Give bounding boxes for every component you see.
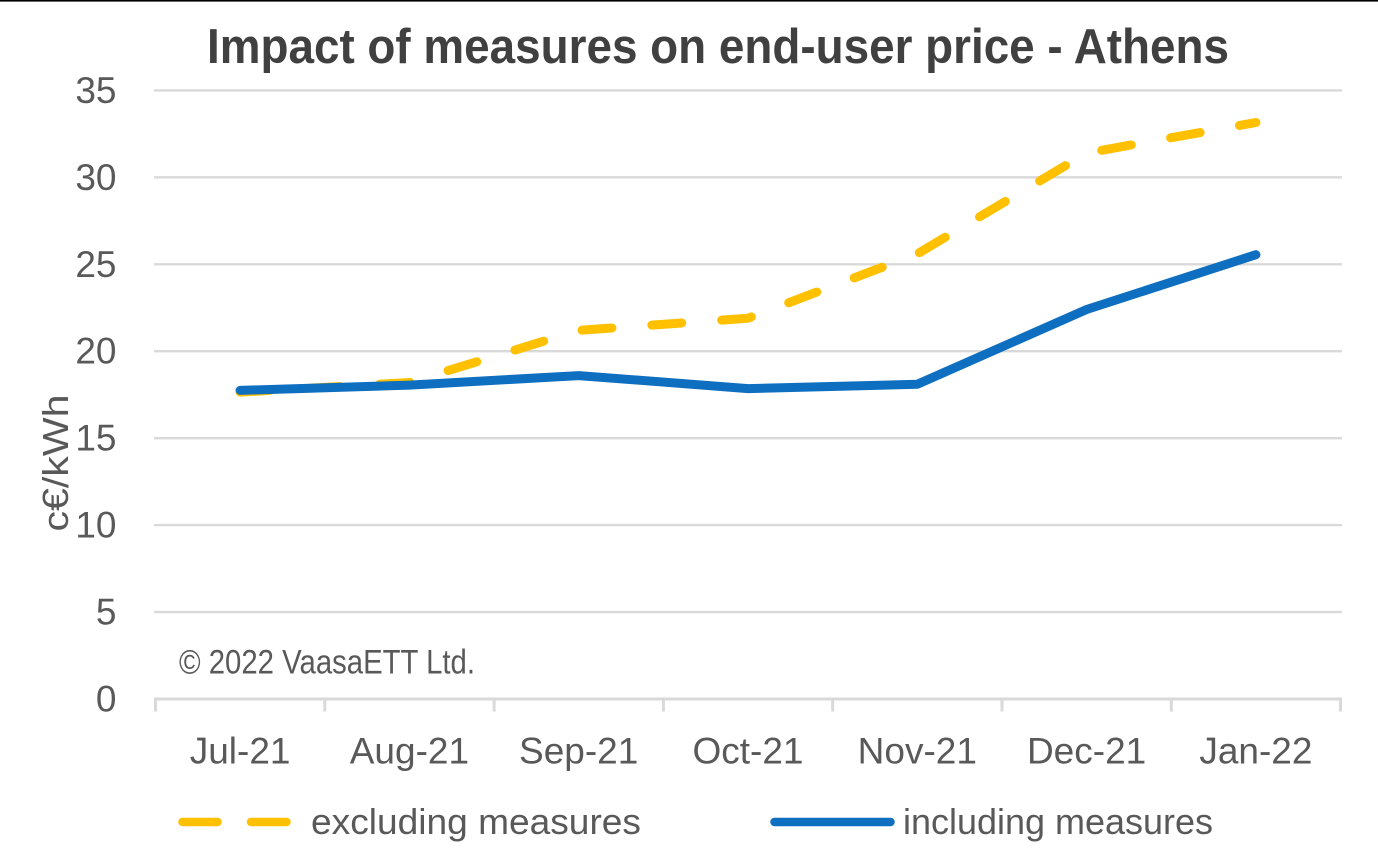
svg-text:35: 35 bbox=[75, 70, 116, 111]
svg-text:c€/kWh: c€/kWh bbox=[35, 395, 76, 532]
svg-text:Jul-21: Jul-21 bbox=[190, 730, 291, 771]
svg-text:Jan-22: Jan-22 bbox=[1199, 730, 1312, 771]
svg-text:excluding measures: excluding measures bbox=[311, 801, 641, 842]
svg-text:30: 30 bbox=[75, 157, 116, 198]
svg-text:15: 15 bbox=[75, 418, 116, 459]
svg-text:0: 0 bbox=[96, 679, 117, 720]
svg-text:© 2022 VaasaETT Ltd.: © 2022 VaasaETT Ltd. bbox=[179, 644, 475, 682]
svg-text:Sep-21: Sep-21 bbox=[519, 730, 638, 771]
svg-text:Oct-21: Oct-21 bbox=[692, 730, 803, 771]
svg-text:Dec-21: Dec-21 bbox=[1027, 730, 1146, 771]
svg-text:Impact of measures on end-user: Impact of measures on end-user price - A… bbox=[207, 19, 1229, 74]
svg-text:25: 25 bbox=[75, 244, 116, 285]
svg-text:including measures: including measures bbox=[903, 801, 1213, 842]
svg-text:Nov-21: Nov-21 bbox=[858, 730, 977, 771]
svg-text:5: 5 bbox=[96, 592, 117, 633]
svg-text:Aug-21: Aug-21 bbox=[350, 730, 469, 771]
svg-text:10: 10 bbox=[75, 505, 116, 546]
svg-text:20: 20 bbox=[75, 331, 116, 372]
